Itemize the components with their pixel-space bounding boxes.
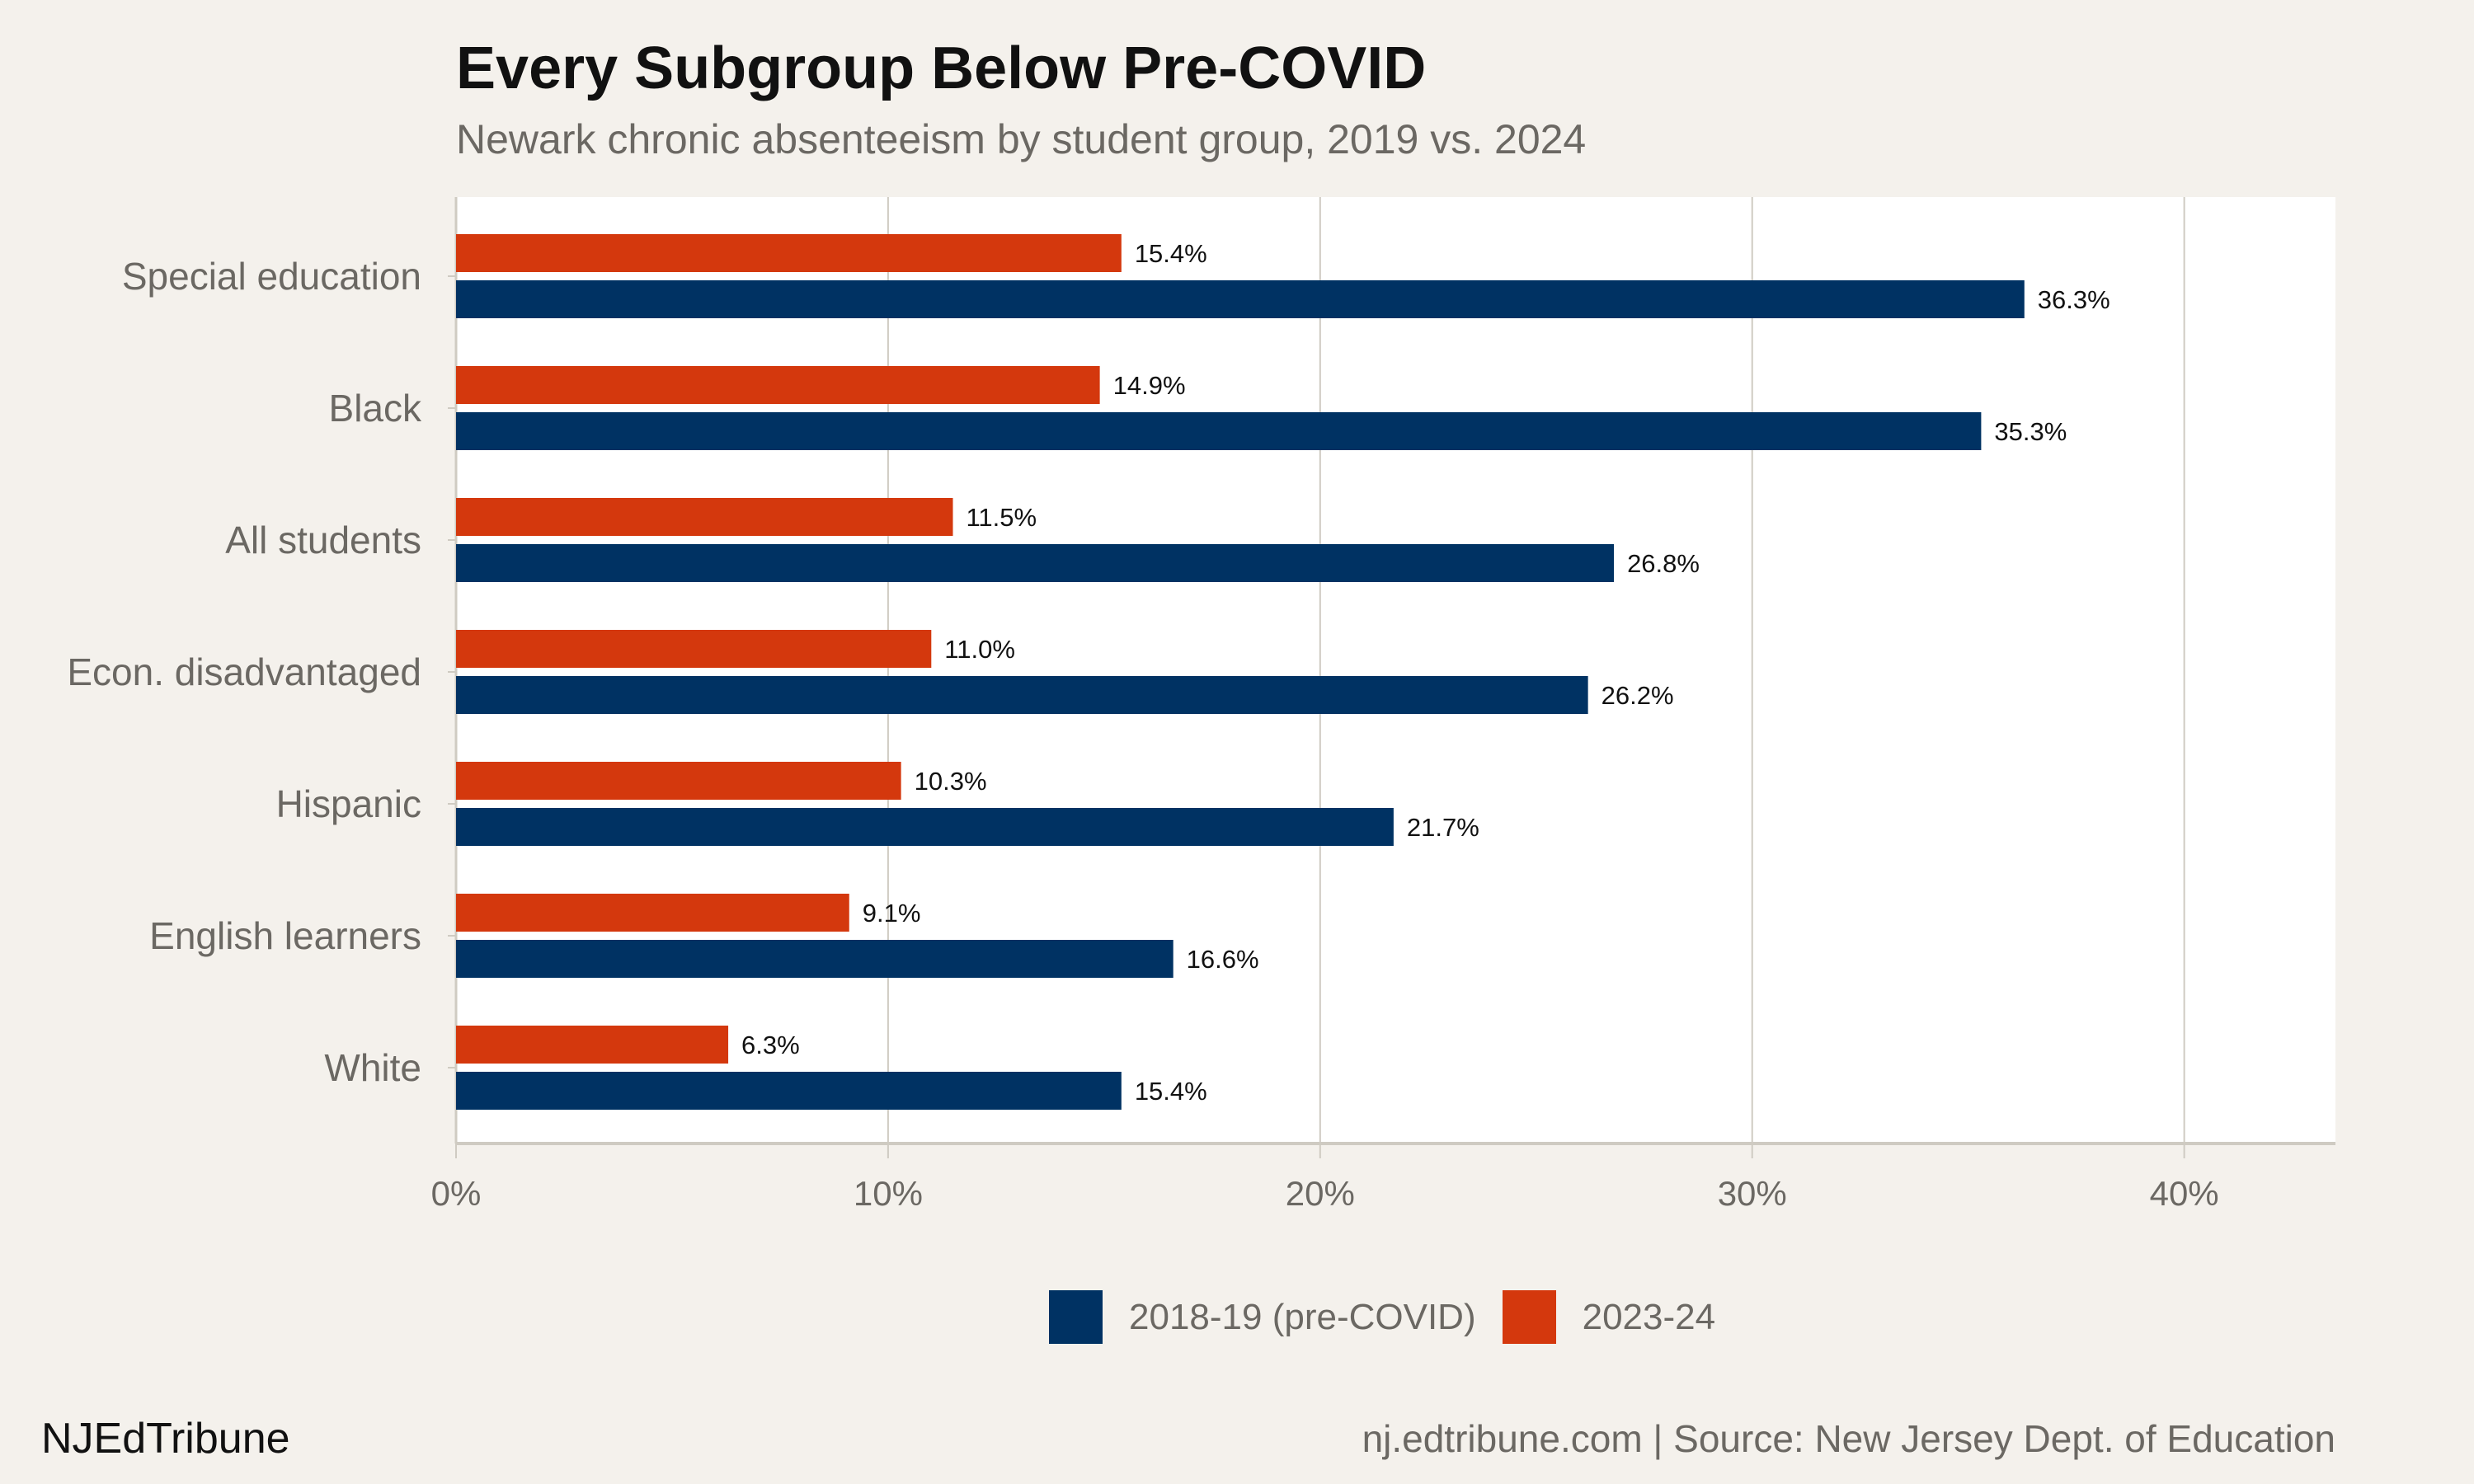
x-tick-label: 30% — [1718, 1174, 1787, 1213]
bar-2018-19 — [456, 676, 1588, 714]
category-label: Econ. disadvantaged — [67, 650, 421, 693]
x-tick-label: 10% — [854, 1174, 923, 1213]
category-label: Hispanic — [276, 782, 421, 825]
bar-2023-24 — [456, 630, 932, 668]
bar-2023-24 — [456, 366, 1100, 404]
x-tick-label: 20% — [1286, 1174, 1355, 1213]
data-label: 6.3% — [741, 1031, 800, 1059]
plot-background — [456, 197, 2335, 1144]
category-label: English learners — [149, 914, 421, 957]
data-label: 11.0% — [944, 635, 1015, 664]
data-label: 26.8% — [1627, 549, 1700, 578]
bar-2018-19 — [456, 808, 1394, 846]
category-label: All students — [225, 519, 421, 561]
bar-2023-24 — [456, 498, 953, 536]
legend-swatch-2023-24 — [1502, 1290, 1556, 1344]
legend-label-2023-24: 2023-24 — [1582, 1296, 1716, 1337]
x-tick-label: 0% — [431, 1174, 482, 1213]
bar-2023-24 — [456, 234, 1122, 272]
data-label: 36.3% — [2038, 285, 2110, 314]
legend-swatch-2018-19 — [1049, 1290, 1103, 1344]
legend: 2018-19 (pre-COVID) 2023-24 — [1049, 1290, 1742, 1344]
data-label: 14.9% — [1113, 371, 1186, 400]
data-label: 9.1% — [863, 899, 921, 928]
brand-logo-text: NJEdTribune — [41, 1415, 290, 1463]
bar-2018-19 — [456, 1072, 1122, 1110]
category-label: White — [324, 1046, 421, 1089]
bar-2023-24 — [456, 762, 901, 800]
legend-label-2018-19: 2018-19 (pre-COVID) — [1129, 1296, 1476, 1337]
data-label: 15.4% — [1135, 239, 1207, 268]
chart-subtitle: Newark chronic absenteeism by student gr… — [456, 116, 1587, 162]
data-label: 11.5% — [966, 503, 1037, 532]
chart-title: Every Subgroup Below Pre-COVID — [456, 35, 1427, 101]
data-label: 21.7% — [1407, 813, 1479, 842]
category-label: Special education — [122, 255, 421, 298]
source-note: nj.edtribune.com | Source: New Jersey De… — [1362, 1417, 2335, 1460]
data-label: 15.4% — [1135, 1077, 1207, 1106]
bar-2018-19 — [456, 280, 2025, 318]
category-label: Black — [329, 387, 422, 430]
bar-2018-19 — [456, 412, 1982, 450]
data-label: 10.3% — [915, 767, 987, 796]
bar-2023-24 — [456, 1026, 729, 1064]
data-label: 26.2% — [1602, 681, 1674, 710]
x-tick-label: 40% — [2150, 1174, 2219, 1213]
bar-2023-24 — [456, 894, 849, 932]
data-label: 16.6% — [1187, 945, 1259, 974]
bar-2018-19 — [456, 940, 1174, 978]
bar-2018-19 — [456, 544, 1615, 582]
data-label: 35.3% — [1994, 417, 2067, 446]
